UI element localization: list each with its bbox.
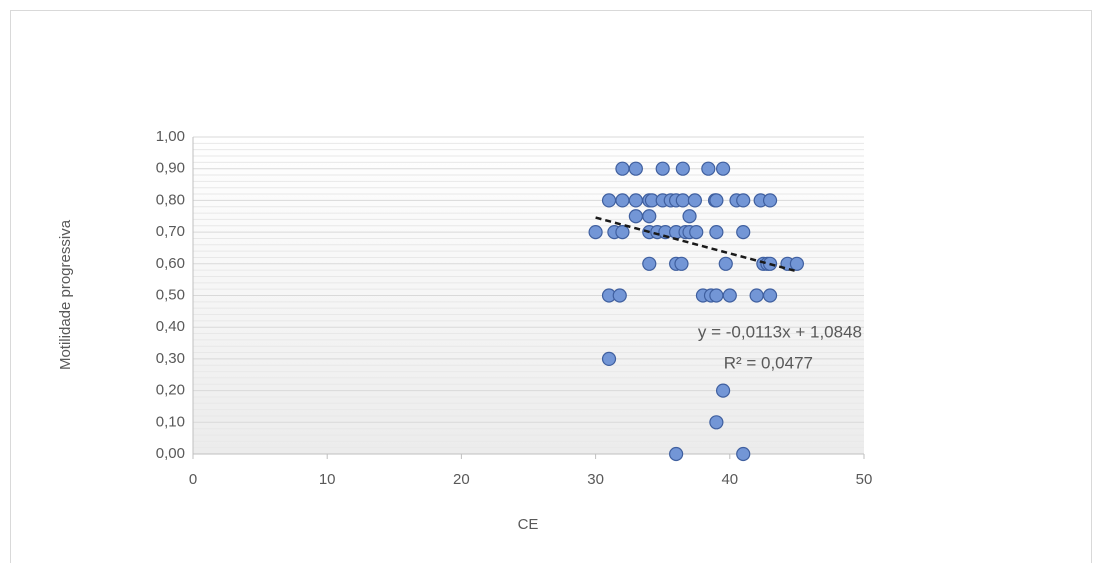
y-tick-label: 0,40 — [156, 318, 185, 335]
x-tick-label: 50 — [856, 471, 873, 488]
point — [762, 193, 778, 208]
trendline-r2: R² = 0,0477 — [724, 353, 813, 372]
x-tick-label: 30 — [587, 471, 604, 488]
point — [789, 256, 805, 271]
point — [628, 161, 643, 176]
point — [701, 161, 716, 176]
point — [612, 288, 627, 303]
point — [674, 256, 689, 271]
y-tick-label: 0,10 — [156, 413, 185, 430]
y-tick-label: 0,90 — [156, 160, 185, 177]
point — [715, 383, 731, 398]
point — [675, 161, 690, 176]
y-tick-label: 0,70 — [156, 223, 185, 240]
x-tick-label: 0 — [189, 471, 197, 488]
point — [718, 256, 733, 271]
point — [675, 193, 690, 208]
point — [709, 225, 724, 240]
point — [722, 288, 737, 303]
point — [736, 446, 751, 462]
point — [655, 161, 670, 176]
point — [736, 225, 751, 240]
point — [588, 225, 603, 240]
point — [601, 193, 617, 208]
trendline — [595, 216, 798, 273]
x-axis-label: CE — [518, 516, 539, 533]
point — [715, 161, 731, 176]
point — [601, 351, 617, 366]
point — [736, 193, 751, 208]
y-axis-label: Motilidade progressiva — [57, 219, 74, 370]
y-tick-label: 0,20 — [156, 382, 185, 399]
point — [682, 209, 697, 224]
point — [615, 193, 630, 208]
point — [615, 161, 630, 176]
point — [749, 288, 764, 303]
point — [687, 193, 703, 208]
point — [669, 446, 684, 462]
trendline-equation: y = -0,0113x + 1,0848 — [698, 322, 862, 341]
point — [615, 225, 630, 240]
point — [709, 288, 724, 303]
point — [709, 193, 724, 208]
point — [628, 193, 643, 208]
y-tick-label: 0,80 — [156, 191, 185, 208]
x-tick-label: 40 — [721, 471, 738, 488]
y-tick-label: 0,50 — [156, 286, 185, 303]
y-tick-label: 0,30 — [156, 350, 185, 367]
x-tick-label: 20 — [453, 471, 470, 488]
point — [689, 225, 704, 240]
y-tick-label: 1,00 — [156, 128, 185, 145]
point — [642, 256, 657, 271]
point — [628, 209, 643, 224]
y-tick-label: 0,00 — [156, 445, 185, 462]
x-tick-label: 10 — [319, 471, 336, 488]
y-tick-label: 0,60 — [156, 255, 185, 272]
point — [642, 209, 657, 224]
point — [762, 288, 778, 303]
point — [709, 415, 724, 430]
